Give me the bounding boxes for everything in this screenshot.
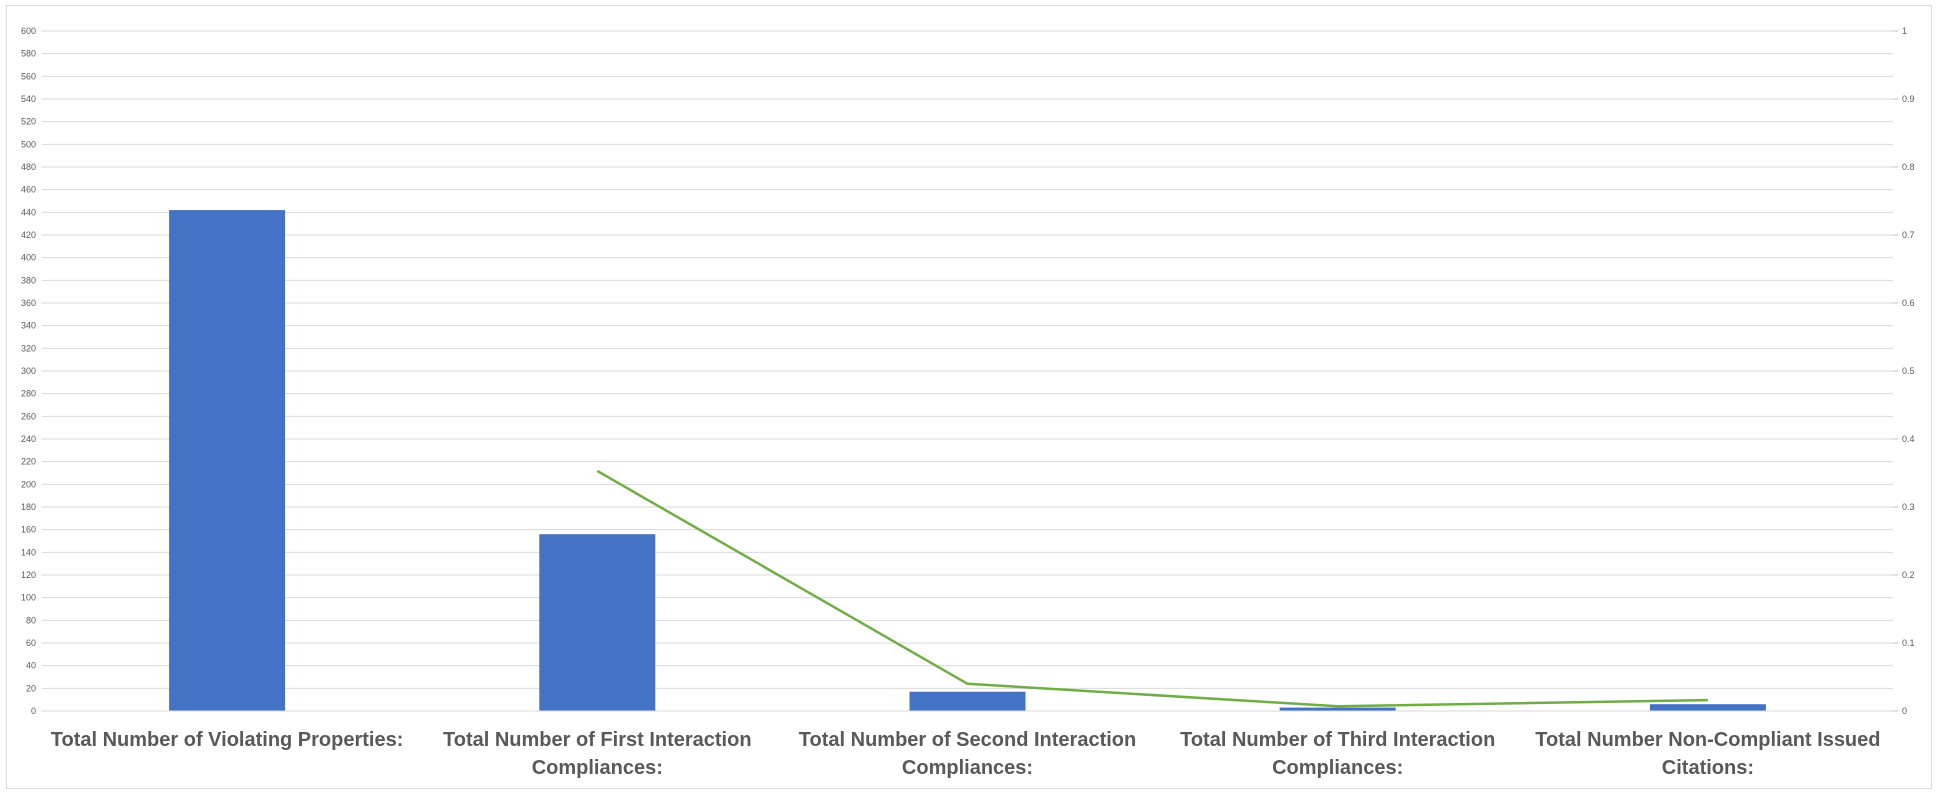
y-tick-label: 180 bbox=[21, 502, 36, 512]
bar bbox=[539, 534, 656, 711]
x-category-label: Total Number of Violating Properties: bbox=[51, 729, 404, 751]
y-tick-label: 220 bbox=[21, 457, 36, 467]
bar bbox=[909, 691, 1026, 711]
y-tick-label: 400 bbox=[21, 253, 36, 263]
y2-tick-label: 0.4 bbox=[1902, 434, 1915, 444]
x-category-label: Compliances: bbox=[902, 757, 1033, 779]
y2-tick-label: 1 bbox=[1902, 26, 1907, 36]
x-category-label: Compliances: bbox=[532, 757, 663, 779]
y-tick-label: 560 bbox=[21, 71, 36, 81]
y2-tick-label: 0.7 bbox=[1902, 230, 1915, 240]
gridlines bbox=[42, 30, 1893, 689]
y-tick-label: 80 bbox=[26, 615, 36, 625]
y-tick-label: 420 bbox=[21, 230, 36, 240]
x-category-label: Total Number of Third Interaction bbox=[1180, 729, 1495, 751]
line-series bbox=[596, 469, 1708, 708]
y-tick-label: 20 bbox=[26, 683, 36, 693]
y-tick-label: 540 bbox=[21, 94, 36, 104]
x-category-label: Citations: bbox=[1662, 757, 1754, 779]
y-tick-label: 40 bbox=[26, 661, 36, 671]
y2-tick-label: 0.8 bbox=[1902, 162, 1915, 172]
y-tick-label: 240 bbox=[21, 434, 36, 444]
x-category-label: Total Number of First Interaction bbox=[443, 729, 752, 751]
y-tick-label: 460 bbox=[21, 185, 36, 195]
x-category-label: Compliances: bbox=[1272, 757, 1403, 779]
y-tick-label: 300 bbox=[21, 366, 36, 376]
y-tick-label: 440 bbox=[21, 207, 36, 217]
y-tick-label: 520 bbox=[21, 117, 36, 127]
y-tick-label: 100 bbox=[21, 593, 36, 603]
bar-series bbox=[169, 210, 1766, 712]
y-tick-label: 280 bbox=[21, 389, 36, 399]
y2-tick-label: 0.6 bbox=[1902, 298, 1915, 308]
y2-tick-label: 0.2 bbox=[1902, 570, 1915, 580]
y2-tick-label: 0.9 bbox=[1902, 94, 1915, 104]
y-tick-label: 200 bbox=[21, 479, 36, 489]
series-line bbox=[596, 469, 1708, 708]
bar bbox=[1279, 707, 1396, 711]
y-tick-label: 340 bbox=[21, 321, 36, 331]
y-tick-label: 120 bbox=[21, 570, 36, 580]
y-tick-label: 380 bbox=[21, 275, 36, 285]
y-tick-label: 600 bbox=[21, 26, 36, 36]
y2-tick-label: 0 bbox=[1902, 706, 1907, 716]
y2-tick-label: 0.1 bbox=[1902, 638, 1915, 648]
y-tick-label: 320 bbox=[21, 343, 36, 353]
bar bbox=[169, 210, 286, 712]
chart-frame bbox=[6, 5, 1932, 789]
right-y-axis: 0 0.1 0.2 0.3 0.4 0.5 0.6 0.7 0.8 0.9 1 bbox=[1893, 26, 1915, 716]
y-tick-label: 60 bbox=[26, 638, 36, 648]
left-y-axis: 0 20 40 60 80 100 120 140 160 180 200 220 240 260 280 3… bbox=[21, 26, 36, 716]
y-tick-label: 160 bbox=[21, 525, 36, 535]
y-tick-label: 260 bbox=[21, 411, 36, 421]
y-tick-label: 0 bbox=[31, 706, 36, 716]
y2-tick-label: 0.5 bbox=[1902, 366, 1915, 376]
bar bbox=[1649, 704, 1766, 711]
y2-tick-label: 0.3 bbox=[1902, 502, 1915, 512]
x-axis: Total Number of Violating Properties: Tot… bbox=[42, 710, 1893, 779]
y-tick-label: 360 bbox=[21, 298, 36, 308]
y-tick-label: 480 bbox=[21, 162, 36, 172]
y-tick-label: 500 bbox=[21, 139, 36, 149]
x-category-label: Total Number of Second Interaction bbox=[799, 729, 1136, 751]
x-category-label: Total Number Non-Compliant Issued bbox=[1535, 729, 1880, 751]
y-tick-label: 140 bbox=[21, 547, 36, 557]
y-tick-label: 580 bbox=[21, 49, 36, 59]
